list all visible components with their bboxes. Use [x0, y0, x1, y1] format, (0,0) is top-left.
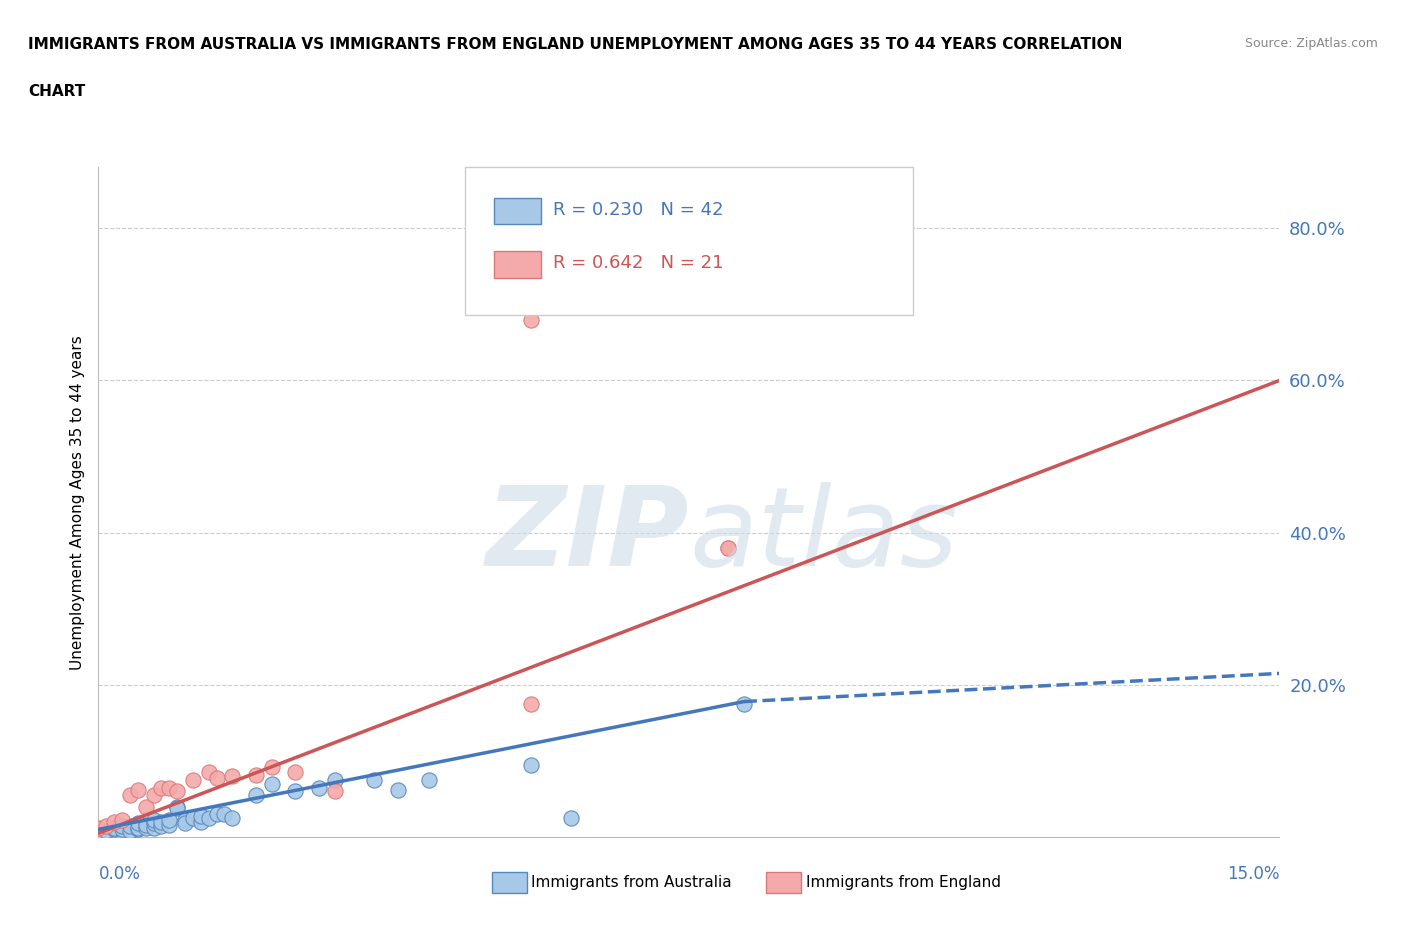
Text: 0.0%: 0.0%: [98, 865, 141, 883]
Point: [221, 811, 243, 826]
Point: [118, 788, 141, 803]
Point: [135, 799, 157, 814]
Point: [166, 801, 188, 816]
Text: ZIP: ZIP: [485, 482, 689, 590]
Point: [221, 769, 243, 784]
Text: 15.0%: 15.0%: [1227, 865, 1279, 883]
Point: [284, 764, 307, 779]
Point: [150, 780, 173, 795]
Point: [157, 817, 180, 832]
Point: [181, 773, 204, 788]
Point: [127, 820, 149, 835]
Point: [142, 788, 165, 803]
Point: [717, 540, 740, 555]
FancyBboxPatch shape: [464, 167, 914, 314]
Point: [142, 816, 165, 830]
Point: [520, 757, 543, 772]
Point: [520, 312, 543, 327]
Text: IMMIGRANTS FROM AUSTRALIA VS IMMIGRANTS FROM ENGLAND UNEMPLOYMENT AMONG AGES 35 : IMMIGRANTS FROM AUSTRALIA VS IMMIGRANTS …: [28, 37, 1122, 52]
Point: [87, 826, 110, 841]
Point: [733, 697, 755, 711]
Point: [308, 780, 330, 795]
Text: R = 0.230   N = 42: R = 0.230 N = 42: [553, 201, 724, 219]
Point: [166, 784, 188, 799]
Point: [245, 788, 267, 803]
Point: [284, 784, 307, 799]
Text: Immigrants from Australia: Immigrants from Australia: [531, 875, 733, 890]
Point: [150, 818, 173, 833]
Point: [142, 820, 165, 835]
Point: [142, 813, 165, 828]
Point: [260, 777, 283, 791]
Point: [127, 782, 149, 797]
Point: [157, 780, 180, 795]
Text: R = 0.642   N = 21: R = 0.642 N = 21: [553, 254, 724, 272]
Bar: [494, 251, 541, 278]
Point: [197, 811, 219, 826]
Point: [717, 540, 740, 555]
Point: [260, 760, 283, 775]
Point: [166, 799, 188, 814]
Point: [118, 819, 141, 834]
Point: [111, 813, 134, 828]
Point: [181, 811, 204, 826]
Point: [387, 782, 409, 797]
Point: [111, 818, 134, 833]
Point: [560, 811, 582, 826]
Point: [418, 773, 440, 788]
Y-axis label: Unemployment Among Ages 35 to 44 years: Unemployment Among Ages 35 to 44 years: [69, 335, 84, 670]
Point: [363, 773, 385, 788]
Point: [96, 823, 118, 838]
Bar: [494, 197, 541, 224]
Point: [520, 697, 543, 711]
Text: Source: ZipAtlas.com: Source: ZipAtlas.com: [1244, 37, 1378, 50]
Point: [174, 813, 197, 828]
Point: [111, 822, 134, 837]
Point: [150, 815, 173, 830]
Point: [135, 817, 157, 832]
Point: [127, 816, 149, 830]
Point: [87, 820, 110, 835]
Point: [103, 820, 125, 835]
Point: [127, 822, 149, 837]
Point: [197, 764, 219, 779]
Point: [245, 767, 267, 782]
Point: [323, 784, 346, 799]
Point: [190, 815, 212, 830]
Point: [205, 806, 228, 821]
Text: Immigrants from England: Immigrants from England: [806, 875, 1001, 890]
Point: [323, 773, 346, 788]
Text: atlas: atlas: [689, 482, 957, 590]
Point: [118, 823, 141, 838]
Point: [103, 822, 125, 837]
Point: [103, 815, 125, 830]
Text: CHART: CHART: [28, 84, 86, 99]
Point: [135, 820, 157, 835]
Point: [174, 816, 197, 830]
Point: [205, 770, 228, 785]
Point: [190, 808, 212, 823]
Point: [96, 818, 118, 833]
Point: [157, 813, 180, 828]
Point: [214, 806, 236, 821]
